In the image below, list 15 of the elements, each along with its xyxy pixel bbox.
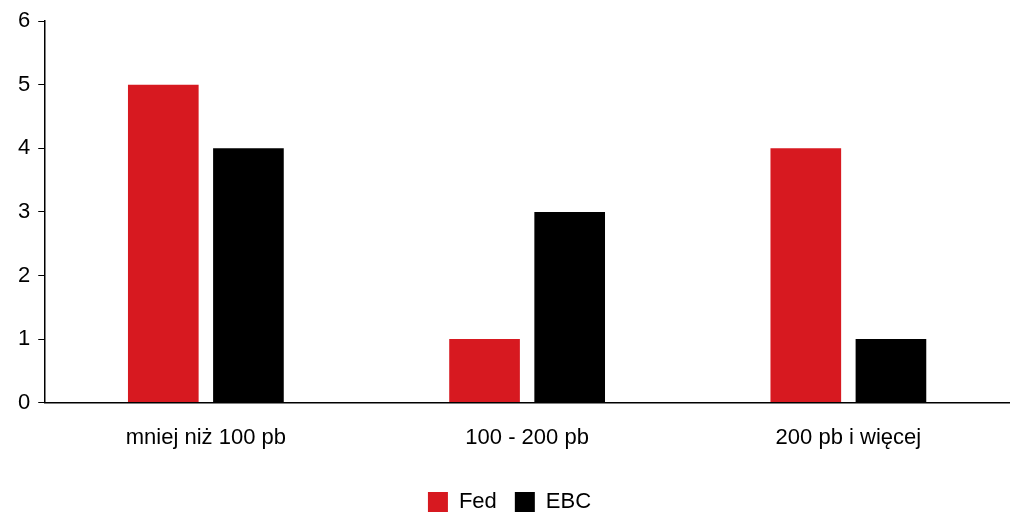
x-tick-label: 100 - 200 pb: [465, 423, 589, 449]
bar: [127, 84, 199, 403]
x-tick-label: 200 pb i więcej: [775, 423, 922, 449]
legend-label: Fed: [458, 488, 497, 514]
y-tick-label: 1: [17, 325, 31, 351]
bar: [449, 339, 520, 403]
bar: [770, 148, 842, 403]
x-tick-label: mniej niż 100 pb: [125, 423, 286, 449]
y-tick-label: 0: [17, 388, 31, 414]
y-tick-label: 3: [17, 197, 31, 223]
y-tick-label: 6: [17, 7, 31, 33]
y-tick-label: 5: [17, 70, 31, 96]
y-tick-label: 2: [17, 261, 31, 287]
legend-label: EBC: [545, 488, 592, 514]
y-tick-label: 4: [17, 134, 31, 160]
